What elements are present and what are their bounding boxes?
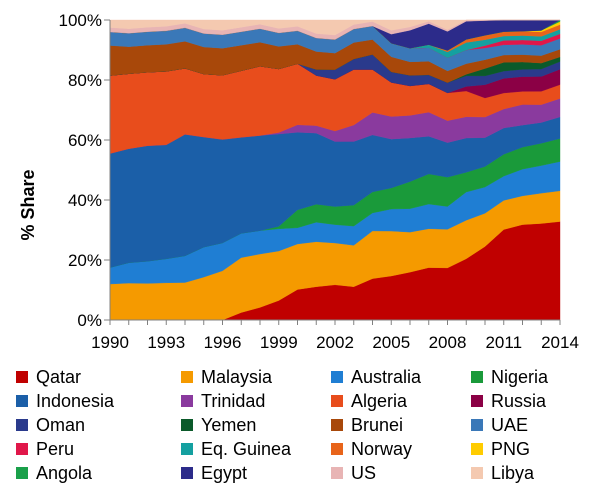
legend-swatch bbox=[181, 443, 193, 455]
x-tick-label: 2002 bbox=[316, 333, 354, 352]
x-tick-label: 2011 bbox=[485, 333, 522, 352]
legend-swatch bbox=[331, 419, 343, 431]
x-tick-label: 2005 bbox=[372, 333, 410, 352]
legend-swatch bbox=[16, 371, 28, 383]
legend-item: Libya bbox=[471, 461, 534, 485]
y-tick-label: 60% bbox=[68, 131, 102, 150]
x-tick-label: 1999 bbox=[260, 333, 298, 352]
legend-swatch bbox=[181, 467, 193, 479]
legend-label: PNG bbox=[491, 438, 531, 459]
area-libya bbox=[109, 19, 560, 36]
legend-item: PNG bbox=[471, 437, 530, 461]
y-tick-group: 0% 20% 40% 60% 80% 100% bbox=[59, 11, 110, 330]
legend-label: Angola bbox=[36, 462, 93, 483]
legend-label: UAE bbox=[491, 414, 529, 435]
legend-label: Australia bbox=[351, 366, 422, 387]
x-tick-label: 1993 bbox=[147, 333, 185, 352]
legend-label: US bbox=[351, 462, 377, 483]
legend-label: Indonesia bbox=[36, 390, 115, 411]
legend-item: US bbox=[331, 461, 376, 485]
y-tick-label: 80% bbox=[68, 71, 102, 90]
legend-label: Libya bbox=[491, 462, 535, 483]
y-tick-label: 20% bbox=[68, 251, 102, 270]
legend-label: Nigeria bbox=[491, 366, 549, 387]
legend-label: Norway bbox=[351, 438, 413, 459]
legend-swatch bbox=[331, 395, 343, 407]
legend-swatch bbox=[471, 467, 483, 479]
legend-swatch bbox=[181, 371, 193, 383]
legend-label: Qatar bbox=[36, 366, 82, 387]
legend-label: Eq. Guinea bbox=[201, 438, 292, 459]
legend-item: Eq. Guinea bbox=[181, 437, 291, 461]
legend-swatch bbox=[16, 419, 28, 431]
legend-label: Malaysia bbox=[201, 366, 273, 387]
legend-swatch bbox=[471, 395, 483, 407]
legend-swatch bbox=[471, 443, 483, 455]
area-series-group bbox=[109, 19, 561, 321]
legend-item: Angola bbox=[16, 461, 92, 485]
legend-label: Trinidad bbox=[201, 390, 266, 411]
legend-label: Egypt bbox=[201, 462, 248, 483]
y-tick-label: 0% bbox=[77, 311, 102, 330]
legend-swatch bbox=[16, 395, 28, 407]
legend-swatch bbox=[331, 443, 343, 455]
legend-swatch bbox=[471, 419, 483, 431]
legend-swatch bbox=[16, 443, 28, 455]
y-tick-label: 100% bbox=[59, 11, 102, 30]
legend-label: Yemen bbox=[201, 414, 257, 435]
legend-swatch bbox=[471, 371, 483, 383]
legend-swatch bbox=[181, 419, 193, 431]
x-tick-label: 1990 bbox=[91, 333, 129, 352]
legend-item: Indonesia bbox=[16, 389, 114, 413]
legend-item: Egypt bbox=[181, 461, 247, 485]
legend-swatch bbox=[181, 395, 193, 407]
x-tick-label: 2014 bbox=[541, 333, 579, 352]
legend-item: Algeria bbox=[331, 389, 407, 413]
legend-label: Oman bbox=[36, 414, 86, 435]
legend-item: Yemen bbox=[181, 413, 256, 437]
x-tick-group: 1990 1993 1996 1999 2002 2005 2008 2011 2014 bbox=[91, 320, 579, 352]
legend-item: Peru bbox=[16, 437, 74, 461]
x-tick-label: 2008 bbox=[429, 333, 467, 352]
y-tick-label: 40% bbox=[68, 191, 102, 210]
legend-item: Malaysia bbox=[181, 365, 272, 389]
legend-item: Nigeria bbox=[471, 365, 548, 389]
x-tick-label: 1996 bbox=[204, 333, 242, 352]
legend-label: Russia bbox=[491, 390, 547, 411]
y-axis-title: % Share bbox=[18, 169, 38, 240]
legend-item: Brunei bbox=[331, 413, 403, 437]
legend-item: Australia bbox=[331, 365, 421, 389]
legend-swatch bbox=[331, 467, 343, 479]
legend-item: Trinidad bbox=[181, 389, 265, 413]
legend-swatch bbox=[331, 371, 343, 383]
legend-item: Oman bbox=[16, 413, 85, 437]
legend-swatch bbox=[16, 467, 28, 479]
legend-item: Norway bbox=[331, 437, 412, 461]
legend-label: Algeria bbox=[351, 390, 408, 411]
legend-label: Peru bbox=[36, 438, 75, 459]
legend-label: Brunei bbox=[351, 414, 404, 435]
legend-item: UAE bbox=[471, 413, 528, 437]
legend-item: Russia bbox=[471, 389, 546, 413]
legend-item: Qatar bbox=[16, 365, 81, 389]
